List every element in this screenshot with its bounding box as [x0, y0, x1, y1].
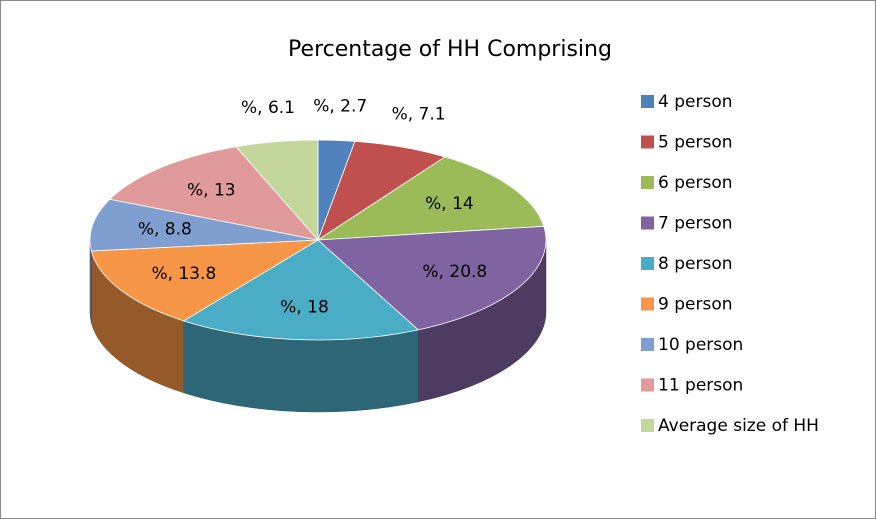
- legend-label: Average size of HH: [658, 416, 819, 436]
- legend-label: 8 person: [658, 254, 733, 274]
- legend-swatch: [641, 95, 654, 108]
- legend-swatch: [641, 419, 654, 432]
- data-label: %, 2.7: [313, 96, 367, 116]
- legend-swatch: [641, 135, 654, 149]
- data-label: %, 13.8: [151, 264, 216, 284]
- pie-slice: [182, 239, 420, 341]
- legend-swatch: [641, 176, 654, 189]
- pie-slice: [235, 139, 319, 242]
- legend-label: 7 person: [658, 214, 733, 234]
- legend-swatch: [641, 378, 654, 392]
- data-label: %, 13: [187, 181, 236, 201]
- pie-slice: [89, 198, 319, 252]
- pie-sides: [89, 239, 547, 413]
- pie-top: [89, 139, 547, 341]
- data-label: %, 14: [425, 194, 474, 214]
- legend-label: 4 person: [658, 92, 733, 112]
- data-label: %, 8.8: [138, 219, 192, 239]
- legend-swatch: [641, 338, 654, 351]
- pie-slice: [109, 146, 320, 241]
- data-label: %, 7.1: [392, 104, 446, 124]
- legend-swatch: [641, 216, 654, 230]
- legend-label: 9 person: [658, 295, 733, 315]
- pie-slice: [317, 225, 547, 331]
- data-label: %, 6.1: [241, 98, 295, 118]
- pie-slice: [90, 239, 319, 322]
- data-label: %, 18: [280, 298, 329, 318]
- legend-label: 11 person: [658, 376, 743, 396]
- legend-label: 5 person: [658, 133, 733, 153]
- legend-label: 10 person: [658, 335, 743, 355]
- legend-swatch: [641, 297, 654, 311]
- chart-title: Percentage of HH Comprising: [288, 37, 612, 62]
- pie-slice: [316, 156, 545, 241]
- legend: 4 person 5 person 6 person 7 person 8 person…: [641, 92, 819, 436]
- data-label: %, 20.8: [422, 262, 487, 282]
- pie-side: [89, 239, 92, 324]
- legend-swatch: [641, 257, 654, 270]
- legend-label: 6 person: [658, 173, 733, 193]
